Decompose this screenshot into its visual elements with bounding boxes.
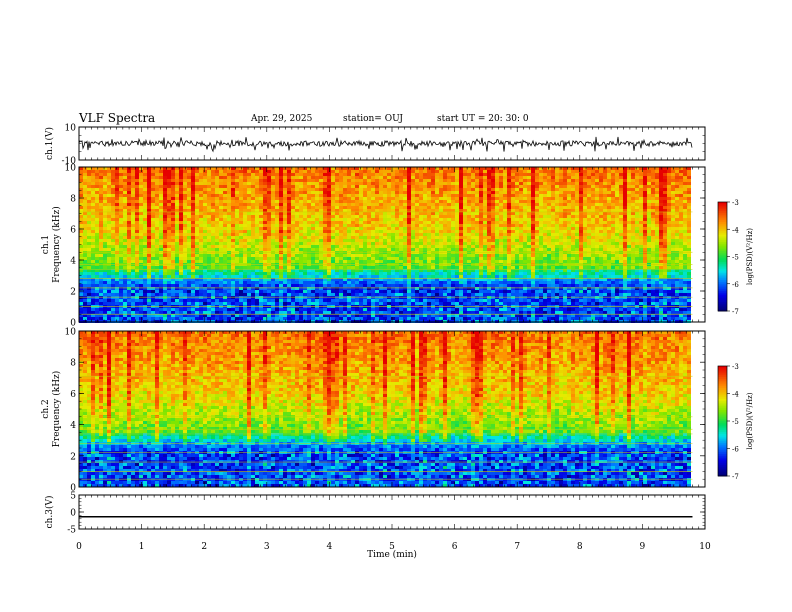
ytick-label: 2 — [70, 452, 76, 462]
ytick-label: -5 — [67, 526, 76, 536]
xtick-label: 1 — [139, 542, 145, 552]
colorbar-label: log(PSD)(V²/Hz) — [746, 392, 754, 449]
colorbar-tick-label: -3 — [732, 363, 739, 371]
colorbar-ch1 — [718, 202, 727, 312]
ylabel-3: ch.2 — [41, 399, 51, 418]
ch2-spectrogram-cells — [79, 331, 692, 487]
colorbar-ch2 — [718, 366, 727, 477]
colorbar-tick-label: -5 — [732, 418, 739, 426]
ylabel-4: ch.3(V) — [44, 496, 55, 529]
xaxis-label: Time (min) — [367, 549, 417, 560]
ytick-label: 10 — [65, 124, 77, 134]
ytick-label: 5 — [70, 492, 76, 502]
ytick-label: 4 — [70, 421, 76, 431]
ytick-label: 0 — [70, 509, 76, 519]
panel-frame-4 — [79, 495, 705, 529]
xtick-label: 8 — [577, 542, 583, 552]
ytick-label: 2 — [70, 288, 76, 298]
colorbar-tick-label: -4 — [732, 391, 739, 399]
xtick-label: 9 — [640, 542, 646, 552]
ylabel-1: ch.1(V) — [44, 127, 55, 160]
xtick-label: 3 — [264, 542, 270, 552]
colorbar-tick-label: -5 — [732, 254, 739, 262]
colorbar-tick-label: -7 — [732, 308, 739, 316]
colorbar-tick-label: -6 — [732, 281, 739, 289]
colorbar-tick-label: -4 — [732, 226, 739, 234]
ytick-label: 8 — [70, 359, 76, 369]
ylabel-2: ch.1 — [41, 235, 51, 254]
ytick-label: 6 — [70, 226, 76, 236]
colorbar-label: log(PSD)(V²/Hz) — [746, 228, 754, 285]
xtick-label: 6 — [452, 542, 458, 552]
xtick-label: 2 — [201, 542, 207, 552]
xtick-label: 4 — [327, 542, 333, 552]
colorbar-tick-label: -7 — [732, 473, 739, 481]
ytick-label: 8 — [70, 195, 76, 205]
xtick-label: 0 — [76, 542, 82, 552]
ylabel-3: Frequency (kHz) — [51, 371, 62, 448]
ylabel-2: Frequency (kHz) — [51, 206, 62, 283]
ytick-label: 10 — [65, 164, 77, 174]
ytick-label: 6 — [70, 390, 76, 400]
xtick-label: 7 — [514, 542, 520, 552]
colorbar-tick-label: -3 — [732, 199, 739, 207]
xtick-label: 10 — [699, 542, 711, 552]
ytick-label: 10 — [65, 328, 77, 338]
ch1-waveform-trace — [79, 137, 692, 152]
ytick-label: 4 — [70, 257, 76, 267]
ch1-spectrogram-cells — [79, 167, 692, 323]
colorbar-tick-label: -6 — [732, 446, 739, 454]
